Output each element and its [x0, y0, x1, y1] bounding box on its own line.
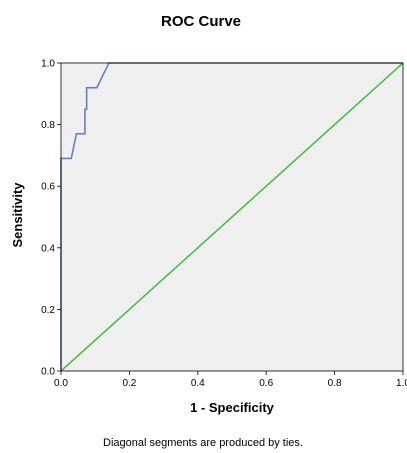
roc-curve-line	[60, 62, 403, 371]
x-tick-label: 0.8	[328, 378, 342, 389]
y-tick-label: 0.8	[41, 120, 55, 131]
y-tick-label: 0.6	[41, 182, 55, 193]
x-tick-label: 1.0	[396, 378, 407, 389]
reference-diagonal-line	[60, 62, 404, 372]
y-tick-label: 1.0	[41, 59, 55, 70]
x-tick-label: 0.4	[191, 378, 205, 389]
y-axis-label: Sensitivity	[10, 182, 25, 248]
chart-title: ROC Curve	[161, 13, 241, 30]
y-tick-label: 0.2	[41, 305, 55, 316]
x-tick-label: 0.6	[259, 378, 273, 389]
plot-frame	[60, 62, 404, 372]
plot-area: 0.0 0.2 0.4 0.6 0.8 1.0 0.0 0.2 0.4 0.6 0.8 1.0	[41, 59, 407, 390]
chart-footnote: Diagonal segments are produced by ties.	[103, 437, 303, 449]
y-tick-label: 0.4	[41, 243, 55, 254]
x-tick-label: 0.2	[122, 378, 136, 389]
x-tick-label: 0.0	[54, 378, 68, 389]
y-tick-label: 0.0	[41, 367, 55, 378]
x-axis-label: 1 - Specificity	[190, 400, 275, 415]
